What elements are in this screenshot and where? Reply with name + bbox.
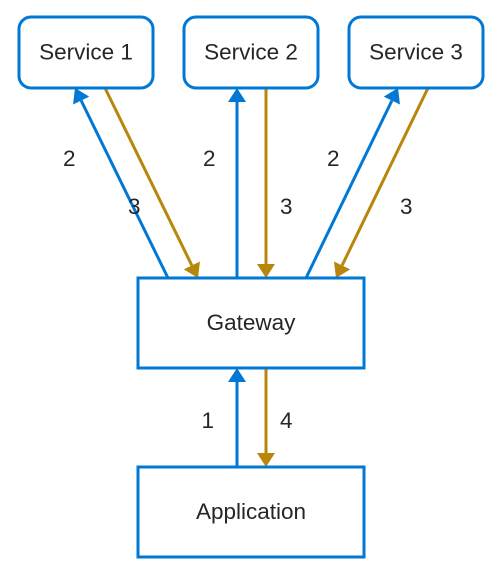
node-label: Service 2 <box>204 39 298 64</box>
node-label: Service 3 <box>369 39 463 64</box>
edge-label: 4 <box>280 408 293 433</box>
gateway-diagram: 1 4 2 3 2 3 2 3 Service 1 Service 2 Service 3 Gatew… <box>0 0 502 574</box>
edge-response: 3 <box>334 88 428 278</box>
edge-label: 3 <box>280 194 293 219</box>
edge-label: 2 <box>327 146 340 171</box>
node-svc3: Service 3 <box>349 17 483 88</box>
node-label: Gateway <box>207 310 297 335</box>
node-app: Application <box>138 467 364 557</box>
edge-request: 2 <box>306 88 400 278</box>
node-label: Service 1 <box>39 39 133 64</box>
edge-label: 3 <box>128 194 141 219</box>
edge-label: 3 <box>400 194 413 219</box>
edge-request: 1 <box>201 368 246 467</box>
edge-request: 2 <box>203 88 246 278</box>
nodes: Service 1 Service 2 Service 3 Gateway Applic… <box>19 17 483 557</box>
node-svc1: Service 1 <box>19 17 153 88</box>
edge-label: 1 <box>201 408 214 433</box>
edge-response: 4 <box>257 368 293 467</box>
node-label: Application <box>196 499 306 524</box>
node-svc2: Service 2 <box>184 17 318 88</box>
edge-label: 2 <box>63 146 76 171</box>
edge-response: 3 <box>257 88 293 278</box>
edge-label: 2 <box>203 146 216 171</box>
node-gw: Gateway <box>138 278 364 368</box>
